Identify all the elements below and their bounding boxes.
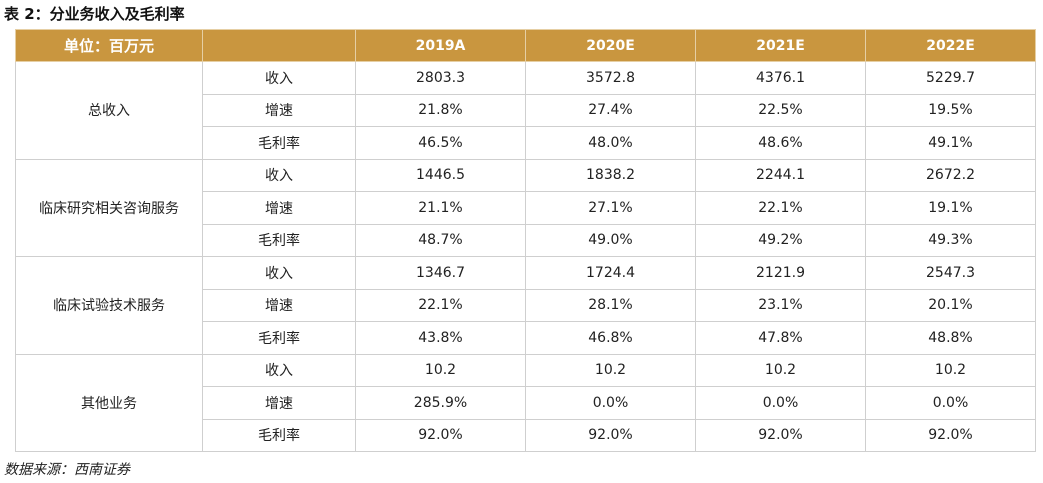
value-cell: 2244.1 — [695, 158, 866, 192]
segment-label: 临床试验技术服务 — [15, 256, 203, 355]
value-cell: 92.0% — [355, 418, 526, 452]
value-cell: 4376.1 — [695, 61, 866, 95]
value-cell: 46.5% — [355, 126, 526, 160]
metric-label: 增速 — [202, 93, 356, 127]
value-cell: 10.2 — [525, 353, 696, 387]
value-cell: 48.7% — [355, 223, 526, 257]
blank-header — [202, 29, 356, 62]
value-cell: 2672.2 — [865, 158, 1036, 192]
value-cell: 21.8% — [355, 93, 526, 127]
value-cell: 10.2 — [865, 353, 1036, 387]
value-cell: 1838.2 — [525, 158, 696, 192]
table-title: 表 2：分业务收入及毛利率 — [4, 5, 185, 23]
value-cell: 22.1% — [695, 191, 866, 225]
metric-label: 收入 — [202, 256, 356, 290]
table-row: 增速 22.1% 28.1% 23.1% 20.1% — [16, 288, 1036, 322]
value-cell: 5229.7 — [865, 61, 1036, 95]
value-cell: 49.3% — [865, 223, 1036, 257]
value-cell: 23.1% — [695, 288, 866, 322]
value-cell: 46.8% — [525, 321, 696, 355]
metric-label: 增速 — [202, 191, 356, 225]
value-cell: 28.1% — [525, 288, 696, 322]
value-cell: 92.0% — [865, 418, 1036, 452]
metric-label: 毛利率 — [202, 321, 356, 355]
value-cell: 2803.3 — [355, 61, 526, 95]
metric-label: 毛利率 — [202, 126, 356, 160]
value-cell: 0.0% — [865, 386, 1036, 420]
value-cell: 92.0% — [525, 418, 696, 452]
table-row: 增速 21.8% 27.4% 22.5% 19.5% — [16, 93, 1036, 127]
data-source-note: 数据来源：西南证券 — [4, 462, 130, 478]
value-cell: 27.1% — [525, 191, 696, 225]
year-header: 2021E — [695, 29, 866, 62]
value-cell: 49.2% — [695, 223, 866, 257]
value-cell: 48.6% — [695, 126, 866, 160]
value-cell: 49.0% — [525, 223, 696, 257]
year-header: 2022E — [865, 29, 1036, 62]
unit-header: 单位：百万元 — [15, 29, 203, 62]
table-row: 毛利率 92.0% 92.0% 92.0% 92.0% — [16, 418, 1036, 452]
value-cell: 22.5% — [695, 93, 866, 127]
metric-label: 收入 — [202, 61, 356, 95]
value-cell: 2121.9 — [695, 256, 866, 290]
value-cell: 22.1% — [355, 288, 526, 322]
value-cell: 27.4% — [525, 93, 696, 127]
value-cell: 19.1% — [865, 191, 1036, 225]
segment-label: 临床研究相关咨询服务 — [15, 158, 203, 257]
table-row: 毛利率 48.7% 49.0% 49.2% 49.3% — [16, 223, 1036, 257]
value-cell: 2547.3 — [865, 256, 1036, 290]
value-cell: 19.5% — [865, 93, 1036, 127]
value-cell: 20.1% — [865, 288, 1036, 322]
segment-label: 其他业务 — [15, 353, 203, 452]
metric-label: 增速 — [202, 288, 356, 322]
value-cell: 10.2 — [355, 353, 526, 387]
header-row: 单位：百万元 2019A 2020E 2021E 2022E — [15, 29, 1036, 62]
table-row: 临床研究相关咨询服务 收入 1446.5 1838.2 2244.1 2672.… — [15, 158, 1036, 257]
table-row: 临床试验技术服务 收入 1346.7 1724.4 2121.9 2547.3 — [15, 256, 1036, 355]
metric-label: 毛利率 — [202, 418, 356, 452]
value-cell: 21.1% — [355, 191, 526, 225]
metric-label: 增速 — [202, 386, 356, 420]
value-cell: 10.2 — [695, 353, 866, 387]
metric-label: 毛利率 — [202, 223, 356, 257]
value-cell: 48.8% — [865, 321, 1036, 355]
year-header: 2019A — [355, 29, 526, 62]
value-cell: 92.0% — [695, 418, 866, 452]
year-header: 2020E — [525, 29, 696, 62]
value-cell: 48.0% — [525, 126, 696, 160]
financial-table: 单位：百万元 2019A 2020E 2021E 2022E 总收入 收入 28… — [15, 29, 1036, 452]
metric-label: 收入 — [202, 158, 356, 192]
value-cell: 0.0% — [525, 386, 696, 420]
table-row: 毛利率 46.5% 48.0% 48.6% 49.1% — [16, 126, 1036, 160]
table-row: 总收入 收入 2803.3 3572.8 4376.1 5229.7 — [15, 61, 1036, 160]
segment-label: 总收入 — [15, 61, 203, 160]
value-cell: 1724.4 — [525, 256, 696, 290]
table-row: 毛利率 43.8% 46.8% 47.8% 48.8% — [16, 321, 1036, 355]
value-cell: 3572.8 — [525, 61, 696, 95]
value-cell: 47.8% — [695, 321, 866, 355]
value-cell: 43.8% — [355, 321, 526, 355]
value-cell: 285.9% — [355, 386, 526, 420]
value-cell: 1446.5 — [355, 158, 526, 192]
metric-label: 收入 — [202, 353, 356, 387]
value-cell: 0.0% — [695, 386, 866, 420]
value-cell: 49.1% — [865, 126, 1036, 160]
table-row: 其他业务 收入 10.2 10.2 10.2 10.2 — [15, 353, 1036, 452]
table-row: 增速 21.1% 27.1% 22.1% 19.1% — [16, 191, 1036, 225]
value-cell: 1346.7 — [355, 256, 526, 290]
